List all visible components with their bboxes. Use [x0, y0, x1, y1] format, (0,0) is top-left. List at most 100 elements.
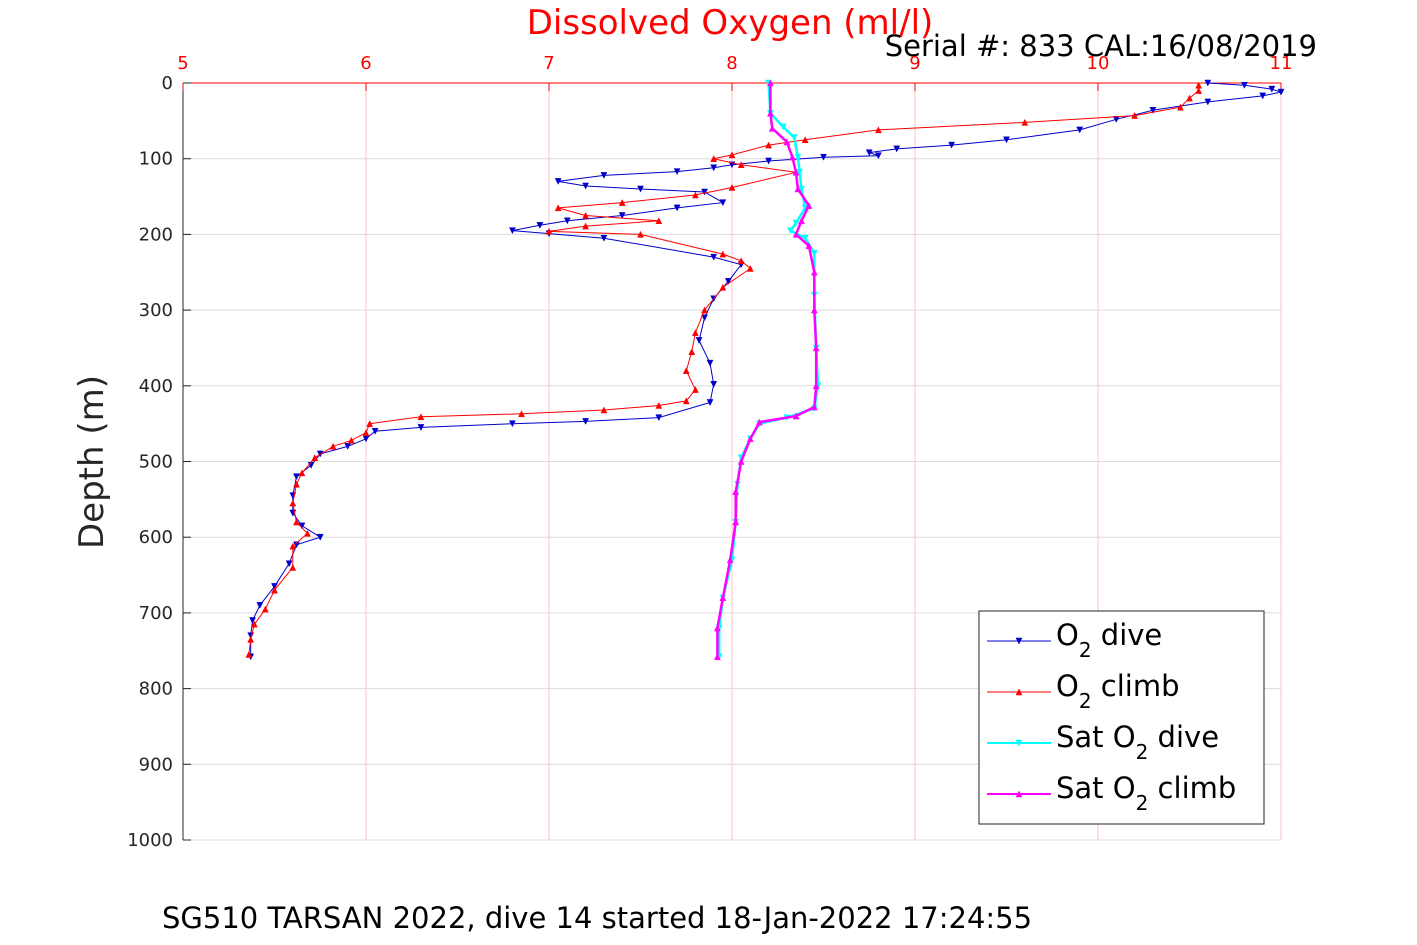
data-point: [732, 488, 740, 496]
data-point: [701, 188, 708, 196]
data-point: [417, 424, 425, 431]
x-tick-label: 7: [543, 53, 554, 74]
data-point: [637, 230, 644, 238]
data-point: [1186, 94, 1193, 102]
data-point: [701, 306, 708, 314]
data-point: [728, 151, 736, 159]
data-point: [737, 257, 745, 265]
legend-label: Sat O2 climb: [1056, 771, 1236, 815]
data-point: [1259, 92, 1267, 100]
data-point: [285, 560, 293, 568]
data-point: [792, 230, 800, 238]
data-point: [293, 518, 300, 526]
data-point: [316, 533, 324, 541]
data-point: [701, 314, 708, 322]
data-point: [582, 222, 590, 230]
y-tick-label: 300: [139, 300, 173, 321]
data-point: [371, 427, 379, 435]
series-o2-dive: [247, 79, 1285, 661]
data-point: [732, 518, 740, 526]
y-tick-label: 600: [139, 527, 173, 548]
data-point: [1204, 98, 1212, 106]
data-point: [582, 182, 590, 190]
data-point: [713, 624, 721, 632]
chart-title: Dissolved Oxygen (ml/l): [527, 3, 934, 43]
data-point: [329, 442, 337, 450]
y-tick-label: 800: [139, 679, 173, 700]
data-point: [1277, 88, 1285, 96]
data-point: [293, 473, 300, 481]
data-point: [245, 650, 253, 658]
data-point: [1268, 85, 1276, 93]
series-o2-climb: [245, 81, 1203, 658]
data-point: [304, 529, 311, 537]
data-point: [796, 169, 804, 176]
legend-swatch-marker: [1015, 637, 1023, 645]
data-point: [810, 268, 818, 276]
data-point: [289, 563, 297, 571]
data-point: [695, 337, 703, 344]
data-point: [787, 227, 794, 235]
data-point: [247, 635, 255, 643]
data-point: [417, 413, 425, 421]
data-point: [874, 152, 882, 160]
x-tick-label: 5: [177, 53, 188, 74]
x-tick-label: 9: [909, 53, 920, 74]
data-point: [344, 443, 352, 450]
axes: 5 6 7 8 9 10 11 0 100 200 300 400 500 600 700 800 900 100…: [127, 53, 1292, 851]
data-point: [682, 367, 690, 374]
data-point: [688, 348, 696, 355]
data-point: [706, 359, 714, 367]
data-point: [767, 79, 774, 87]
data-point: [792, 412, 800, 420]
data-point: [1204, 79, 1212, 87]
data-point: [673, 168, 681, 176]
x-tick-label: 6: [360, 53, 371, 74]
data-point: [554, 204, 562, 212]
data-point: [293, 480, 300, 488]
data-point: [874, 126, 882, 134]
data-point: [362, 435, 370, 443]
legend-label: Sat O2 dive: [1056, 720, 1219, 764]
data-point: [1131, 111, 1139, 119]
data-series: [245, 79, 1285, 661]
data-point: [600, 406, 608, 414]
data-point: [250, 620, 258, 628]
data-point: [682, 397, 690, 405]
data-point: [737, 161, 745, 169]
data-point: [261, 605, 269, 613]
data-point: [691, 191, 699, 199]
y-axis-label: Depth (m): [72, 375, 112, 549]
data-point: [554, 178, 562, 185]
data-point: [1076, 126, 1084, 134]
data-point: [710, 164, 718, 172]
data-point: [710, 155, 718, 162]
serial-text: Serial #: 833 CAL:16/08/2019: [885, 29, 1317, 63]
data-point: [820, 153, 827, 161]
data-point: [362, 429, 370, 436]
caption-text: SG510 TARSAN 2022, dive 14 started 18-Ja…: [162, 901, 1032, 935]
y-tick-label: 100: [139, 149, 173, 170]
data-point: [783, 138, 791, 146]
data-point: [366, 420, 374, 427]
data-point: [673, 204, 681, 212]
data-point: [545, 227, 553, 235]
data-point: [710, 253, 718, 261]
data-point: [256, 602, 264, 609]
data-point: [792, 219, 800, 227]
legend-box: [978, 610, 1265, 825]
data-point: [805, 242, 813, 250]
y-tick-label: 700: [139, 603, 173, 624]
legend-swatch-marker: [1015, 790, 1023, 798]
y-tick-label: 0: [162, 73, 173, 94]
data-point: [779, 123, 787, 131]
data-point: [289, 499, 297, 507]
data-point: [746, 435, 754, 443]
data-point: [347, 436, 355, 444]
data-point: [719, 199, 727, 207]
legend: O2 dive O2 climb Sat O2 dive Sat O2 climb: [978, 610, 1265, 825]
y-tick-label: 200: [139, 224, 173, 245]
data-point: [805, 202, 813, 209]
data-point: [1149, 107, 1157, 114]
data-point: [756, 418, 763, 426]
